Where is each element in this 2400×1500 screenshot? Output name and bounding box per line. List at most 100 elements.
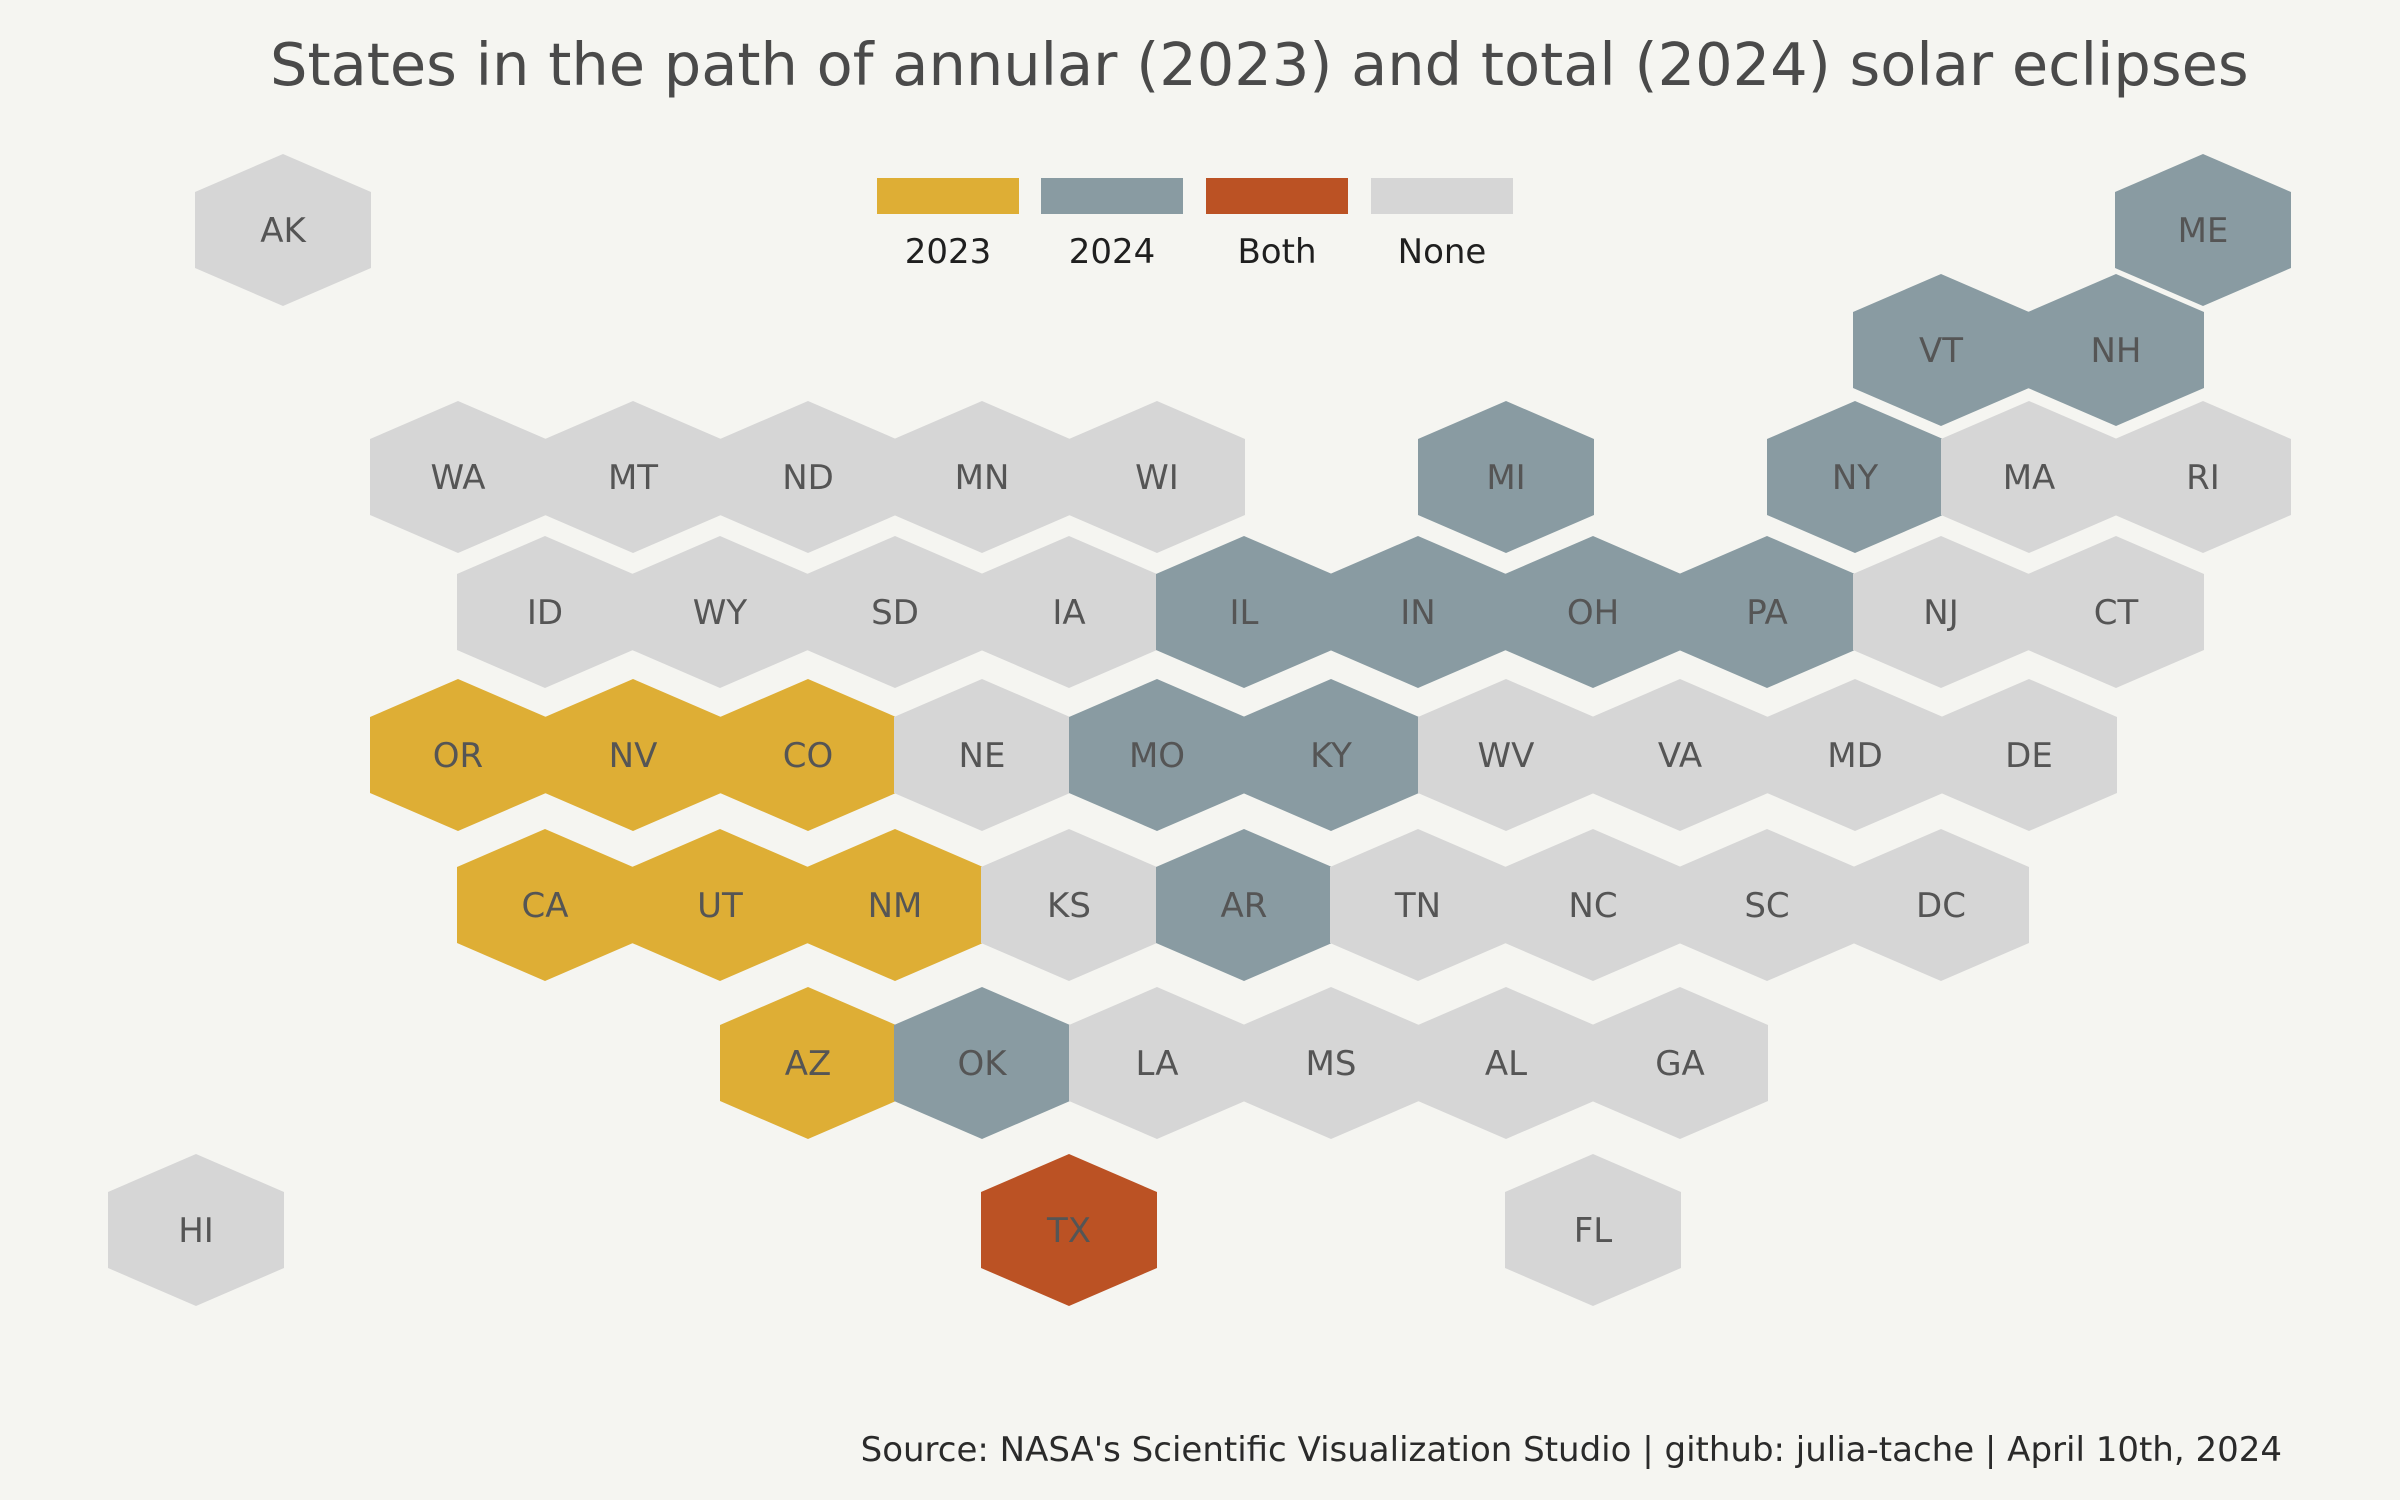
state-label-de: DE (2005, 736, 2053, 776)
legend-item-both: Both (1199, 174, 1355, 272)
legend-swatch-both (1206, 178, 1348, 214)
state-sd: SD (807, 536, 983, 688)
state-in: IN (1330, 536, 1506, 688)
state-hex-mi (1418, 401, 1594, 553)
state-id: ID (457, 536, 633, 688)
state-label-in: IN (1400, 593, 1435, 633)
state-md: MD (1767, 679, 1943, 831)
state-label-ny: NY (1832, 458, 1878, 498)
state-hi: HI (108, 1154, 284, 1306)
state-oh: OH (1505, 536, 1681, 688)
state-hex-ks (981, 829, 1157, 981)
state-label-va: VA (1658, 736, 1702, 776)
state-label-me: ME (2178, 211, 2229, 251)
state-label-mo: MO (1129, 736, 1185, 776)
state-ma: MA (1941, 401, 2117, 553)
state-label-ma: MA (2003, 458, 2056, 498)
state-hex-me (2115, 154, 2291, 306)
state-ne: NE (894, 679, 1070, 831)
state-label-nj: NJ (1923, 593, 1958, 633)
state-hex-nd (720, 401, 896, 553)
state-label-vt: VT (1919, 331, 1963, 371)
state-label-oh: OH (1567, 593, 1619, 633)
state-co: CO (720, 679, 896, 831)
state-hex-fl (1505, 1154, 1681, 1306)
state-ak: AK (195, 154, 371, 306)
state-hex-nm (807, 829, 983, 981)
state-nh: NH (2028, 274, 2204, 426)
state-label-id: ID (527, 593, 563, 633)
state-hex-tn (1330, 829, 1506, 981)
state-label-ms: MS (1306, 1044, 1357, 1084)
state-label-al: AL (1485, 1044, 1527, 1084)
state-hex-la (1069, 987, 1245, 1139)
legend-label-2023: 2023 (904, 232, 992, 272)
state-label-wi: WI (1135, 458, 1179, 498)
state-label-ct: CT (2094, 593, 2139, 633)
state-label-tn: TN (1394, 886, 1441, 926)
state-hex-sd (807, 536, 983, 688)
state-hex-nh (2028, 274, 2204, 426)
map-title: States in the path of annular (2023) and… (270, 30, 2249, 99)
state-label-wv: WV (1478, 736, 1535, 776)
state-ar: AR (1156, 829, 1332, 981)
state-label-wa: WA (430, 458, 485, 498)
state-label-nd: ND (782, 458, 834, 498)
state-ut: UT (632, 829, 808, 981)
legend-swatch-2023 (877, 178, 1019, 214)
state-label-sc: SC (1744, 886, 1789, 926)
legend-swatch-none (1371, 178, 1513, 214)
state-label-ia: IA (1052, 593, 1085, 633)
state-hex-co (720, 679, 896, 831)
state-hex-mo (1069, 679, 1245, 831)
state-label-il: IL (1230, 593, 1259, 633)
state-hex-ne (894, 679, 1070, 831)
state-la: LA (1069, 987, 1245, 1139)
state-tn: TN (1330, 829, 1506, 981)
state-mt: MT (545, 401, 721, 553)
state-va: VA (1592, 679, 1768, 831)
state-hex-ms (1243, 987, 1419, 1139)
legend-item-none: None (1364, 174, 1520, 272)
state-hex-il (1156, 536, 1332, 688)
state-hex-in (1330, 536, 1506, 688)
state-hex-or (370, 679, 546, 831)
legend-swatch-2024 (1041, 178, 1183, 214)
state-label-mi: MI (1486, 458, 1525, 498)
state-label-ut: UT (697, 886, 743, 926)
state-hex-dc (1853, 829, 2029, 981)
state-hex-wa (370, 401, 546, 553)
state-wi: WI (1069, 401, 1245, 553)
state-fl: FL (1505, 1154, 1681, 1306)
state-label-md: MD (1827, 736, 1883, 776)
state-hex-wv (1418, 679, 1594, 831)
state-nv: NV (545, 679, 721, 831)
state-me: ME (2115, 154, 2291, 306)
state-wy: WY (632, 536, 808, 688)
state-wa: WA (370, 401, 546, 553)
state-label-sd: SD (871, 593, 919, 633)
state-label-tx: TX (1046, 1211, 1091, 1251)
state-label-co: CO (783, 736, 834, 776)
state-mo: MO (1069, 679, 1245, 831)
state-ct: CT (2028, 536, 2204, 688)
state-label-ar: AR (1221, 886, 1268, 926)
state-dc: DC (1853, 829, 2029, 981)
state-label-nc: NC (1568, 886, 1617, 926)
legend-item-2024: 2024 (1034, 174, 1190, 272)
state-ca: CA (457, 829, 633, 981)
state-label-wy: WY (693, 593, 748, 633)
state-hex-ky (1243, 679, 1419, 831)
state-hex-oh (1505, 536, 1681, 688)
state-hex-mt (545, 401, 721, 553)
state-hex-wy (632, 536, 808, 688)
state-label-ok: OK (957, 1044, 1008, 1084)
state-hex-id (457, 536, 633, 688)
state-hex-ia (981, 536, 1157, 688)
state-hex-nv (545, 679, 721, 831)
state-sc: SC (1679, 829, 1855, 981)
state-label-hi: HI (178, 1211, 214, 1251)
state-label-ca: CA (522, 886, 569, 926)
state-vt: VT (1853, 274, 2029, 426)
